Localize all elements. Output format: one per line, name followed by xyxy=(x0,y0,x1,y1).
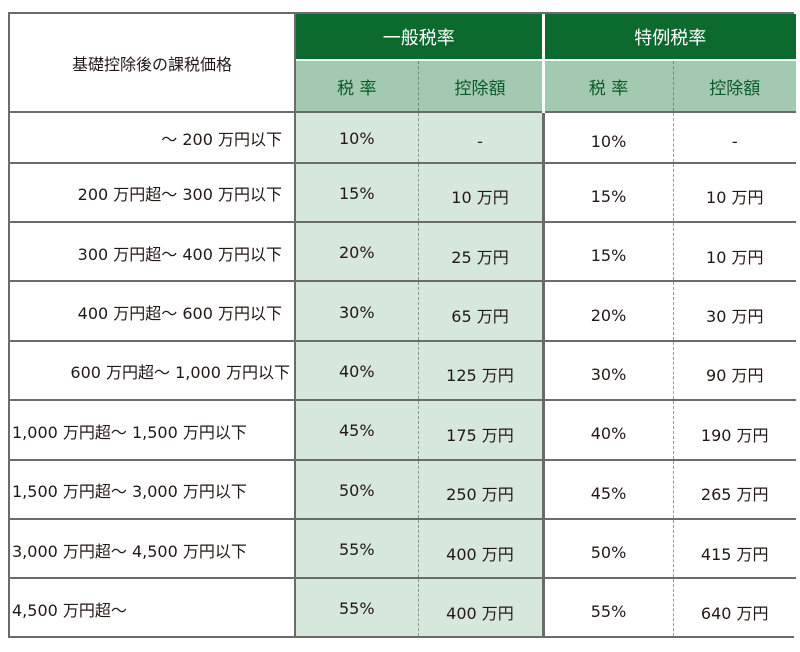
range-cell: 3,000 万円超～ 4,500 万円以下 xyxy=(10,518,296,580)
general-rate-cell: 50% xyxy=(295,459,419,520)
general-rate-cell: 30% xyxy=(295,281,419,342)
table-row: 300 万円超～ 400 万円以下 20% 25 万円 15% 10 万円 xyxy=(10,222,796,283)
general-deduction-cell: 400 万円 xyxy=(418,578,545,636)
special-deduction-cell: 640 万円 xyxy=(673,578,796,636)
special-deduction-cell: 10 万円 xyxy=(673,162,796,224)
table-row: 3,000 万円超～ 4,500 万円以下 55% 400 万円 50% 415… xyxy=(10,518,796,580)
general-rate-cell: 15% xyxy=(295,162,419,224)
tax-rate-table: 基礎控除後の課税価格 一般税率 特例税率 税 率 控除額 税 率 控除額 ～ 2… xyxy=(8,12,796,638)
special-deduction-cell: 90 万円 xyxy=(673,340,796,402)
special-rate-header: 特例税率 xyxy=(543,14,796,61)
table-row: ～ 200 万円以下 10% - 10% - xyxy=(10,112,796,164)
table-row: 1,500 万円超～ 3,000 万円以下 50% 250 万円 45% 265… xyxy=(10,459,796,520)
special-rate-cell: 15% xyxy=(543,222,674,283)
special-deduction-cell: - xyxy=(673,112,796,164)
range-cell: ～ 200 万円以下 xyxy=(10,112,296,164)
special-rate-cell: 55% xyxy=(543,578,674,636)
general-rate-cell: 10% xyxy=(295,112,419,164)
special-rate-cell: 20% xyxy=(543,281,674,342)
general-rate-cell: 40% xyxy=(295,340,419,402)
general-rate-cell: 55% xyxy=(295,578,419,636)
range-cell: 1,000 万円超～ 1,500 万円以下 xyxy=(10,400,296,461)
table-row: 200 万円超～ 300 万円以下 15% 10 万円 15% 10 万円 xyxy=(10,162,796,224)
special-rate-cell: 40% xyxy=(543,400,674,461)
table-row: 1,000 万円超～ 1,500 万円以下 45% 175 万円 40% 190… xyxy=(10,400,796,461)
range-cell: 1,500 万円超～ 3,000 万円以下 xyxy=(10,459,296,520)
special-deduction-cell: 10 万円 xyxy=(673,222,796,283)
general-deduction-cell: 175 万円 xyxy=(418,400,545,461)
range-cell: 300 万円超～ 400 万円以下 xyxy=(10,222,296,283)
table-row: 400 万円超～ 600 万円以下 30% 65 万円 20% 30 万円 xyxy=(10,281,796,342)
special-deduction-cell: 190 万円 xyxy=(673,400,796,461)
general-deduction-cell: 65 万円 xyxy=(418,281,545,342)
general-rate-cell: 20% xyxy=(295,222,419,283)
general-deduction-cell: - xyxy=(418,112,545,164)
general-deduction-subheader: 控除額 xyxy=(418,60,545,113)
general-deduction-cell: 400 万円 xyxy=(418,518,545,580)
range-cell: 4,500 万円超～ xyxy=(10,578,296,636)
range-cell: 400 万円超～ 600 万円以下 xyxy=(10,281,296,342)
range-cell: 600 万円超～ 1,000 万円以下 xyxy=(10,340,296,402)
special-rate-cell: 45% xyxy=(543,459,674,520)
special-rate-cell: 30% xyxy=(543,340,674,402)
table-row: 600 万円超～ 1,000 万円以下 40% 125 万円 30% 90 万円 xyxy=(10,340,796,402)
general-rate-cell: 45% xyxy=(295,400,419,461)
table-row: 4,500 万円超～ 55% 400 万円 55% 640 万円 xyxy=(10,578,796,636)
general-deduction-cell: 25 万円 xyxy=(418,222,545,283)
special-rate-cell: 10% xyxy=(543,112,674,164)
special-rate-cell: 50% xyxy=(543,518,674,580)
special-deduction-cell: 30 万円 xyxy=(673,281,796,342)
general-rate-subheader: 税 率 xyxy=(295,60,419,113)
special-rate-cell: 15% xyxy=(543,162,674,224)
general-rate-cell: 55% xyxy=(295,518,419,580)
range-column-header: 基礎控除後の課税価格 xyxy=(10,14,296,113)
special-rate-subheader: 税 率 xyxy=(543,60,674,113)
special-deduction-subheader: 控除額 xyxy=(673,60,796,113)
range-cell: 200 万円超～ 300 万円以下 xyxy=(10,162,296,224)
general-deduction-cell: 10 万円 xyxy=(418,162,545,224)
general-deduction-cell: 250 万円 xyxy=(418,459,545,520)
special-deduction-cell: 265 万円 xyxy=(673,459,796,520)
general-deduction-cell: 125 万円 xyxy=(418,340,545,402)
special-deduction-cell: 415 万円 xyxy=(673,518,796,580)
general-rate-header: 一般税率 xyxy=(295,14,545,61)
